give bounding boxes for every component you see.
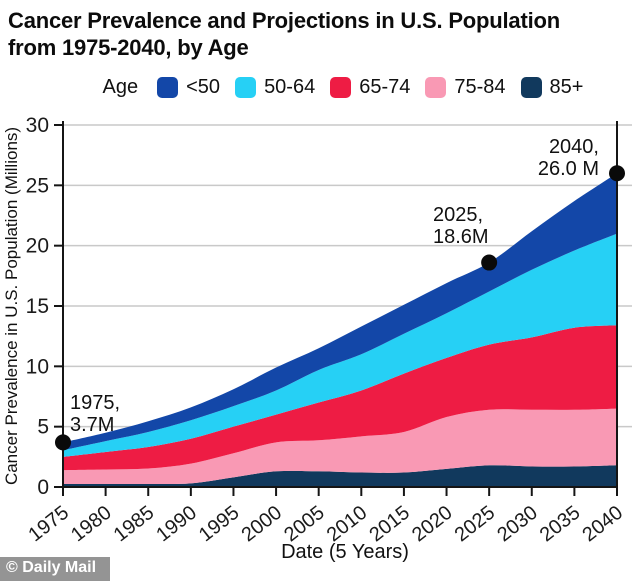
y-tick-label-20: 20	[26, 235, 49, 258]
legend-item-85+: 85+	[520, 76, 584, 99]
x-tick-label-2035: 2035	[536, 502, 585, 547]
x-axis-title: Date (5 Years)	[281, 541, 409, 563]
legend-label: <50	[186, 76, 221, 98]
x-tick-label-2040: 2040	[578, 502, 627, 547]
x-tick-label-1985: 1985	[110, 502, 159, 547]
legend-swatch-icon	[520, 77, 542, 98]
area-65-74	[63, 325, 617, 471]
x-tick-label-2000: 2000	[238, 502, 287, 547]
legend-label: 50-64	[264, 76, 316, 98]
x-tick-label-2030: 2030	[493, 502, 542, 547]
x-tick-label-2005: 2005	[280, 502, 329, 547]
chart-title: Cancer Prevalence and Projections in U.S…	[8, 7, 560, 61]
legend-swatch-icon	[330, 77, 352, 98]
area-75-84	[63, 408, 617, 485]
y-axis-title: Cancer Prevalence in U.S. Population (Mi…	[2, 127, 21, 485]
chart-title-line-2: from 1975-2040, by Age	[8, 35, 249, 60]
annotation-dot-2025	[481, 254, 498, 271]
x-tick-label-2010: 2010	[323, 502, 372, 547]
watermark-daily-mail: © Daily Mail	[0, 557, 111, 581]
area-85+	[63, 465, 617, 487]
annotation-dot-2040	[609, 165, 625, 182]
legend-item-<50: <50	[157, 76, 220, 99]
y-tick-label-0: 0	[37, 476, 49, 499]
legend-item-65-74: 65-74	[330, 76, 410, 99]
legend-label: 75-84	[454, 76, 506, 98]
legend-title: Age	[102, 76, 139, 98]
y-tick-label-15: 15	[26, 295, 49, 318]
legend: Age <50 50-64 65-74 75-84 85+	[26, 76, 634, 99]
x-tick-label-2020: 2020	[408, 502, 457, 547]
x-tick-label-1980: 1980	[67, 502, 116, 547]
y-tick-label-30: 30	[26, 114, 49, 137]
annotation-text-2025: 2025, 18.6M	[433, 204, 489, 248]
y-tick-label-25: 25	[26, 174, 49, 197]
x-tick-label-2025: 2025	[451, 502, 500, 547]
x-tick-label-1975: 1975	[24, 502, 73, 547]
legend-swatch-icon	[235, 77, 257, 98]
x-tick-label-2015: 2015	[365, 502, 414, 547]
y-tick-label-10: 10	[26, 355, 49, 378]
annotation-text-2040: 2040, 26.0 M	[538, 136, 599, 180]
chart-title-line-1: Cancer Prevalence and Projections in U.S…	[8, 8, 560, 33]
legend-label: 65-74	[359, 76, 411, 98]
annotation-text-1975: 1975, 3.7M	[70, 392, 120, 436]
legend-item-50-64: 50-64	[235, 76, 315, 99]
legend-item-75-84: 75-84	[425, 76, 506, 99]
legend-swatch-icon	[425, 77, 447, 98]
x-tick-label-1990: 1990	[152, 502, 201, 547]
x-tick-label-1995: 1995	[195, 502, 244, 547]
annotation-dot-1975	[55, 434, 71, 451]
legend-label: 85+	[549, 76, 584, 98]
y-tick-label-5: 5	[37, 416, 49, 439]
legend-swatch-icon	[157, 77, 179, 98]
